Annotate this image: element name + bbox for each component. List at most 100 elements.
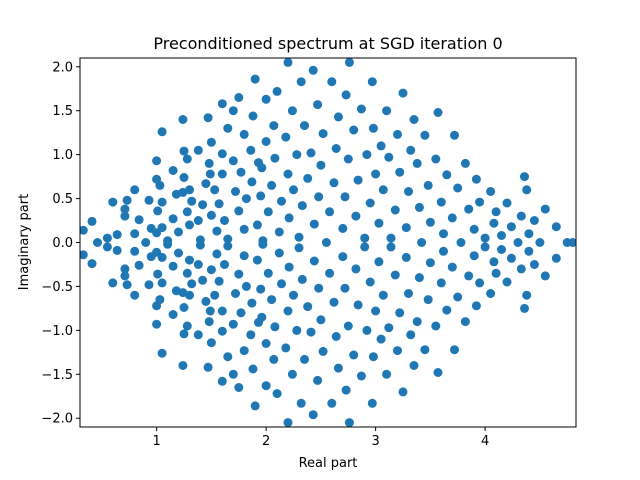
data-point [384,152,394,162]
data-point [217,326,227,336]
y-tick-label: −0.5 [41,280,73,295]
data-point [182,321,192,331]
x-axis-title: Real part [299,456,358,471]
data-point [141,238,151,247]
data-point [292,325,302,335]
data-point [241,281,251,291]
data-point [206,137,216,147]
data-point [469,224,479,234]
data-point [217,306,227,316]
data-point [439,246,448,256]
data-point [261,339,271,348]
y-tick-label: −1.0 [41,324,73,339]
data-point [294,232,304,242]
data-point [374,257,384,267]
data-point [283,306,293,316]
data-point [257,163,267,173]
data-point [349,125,359,135]
data-point [134,260,144,270]
data-point [223,234,233,244]
data-point [491,207,501,217]
data-point [343,321,353,331]
data-point [179,329,189,339]
x-tick-label: 3 [371,434,379,449]
data-point [471,301,481,311]
data-point [270,153,280,163]
data-point [246,330,256,340]
data-point [502,277,512,287]
data-point [456,238,466,247]
data-point [261,94,271,104]
data-point [447,262,457,272]
data-point [423,180,433,190]
data-point [248,111,258,121]
y-tick-label: −1.5 [41,368,73,383]
data-point [520,172,529,182]
data-point [365,277,375,287]
data-point [270,322,280,332]
data-point [223,123,233,133]
data-point [239,346,249,356]
data-point [87,216,97,226]
data-point [144,280,154,290]
data-point [401,223,411,233]
data-point [256,284,266,294]
data-point [267,295,277,305]
data-point [179,303,189,312]
data-point [155,180,165,190]
data-point [340,192,350,202]
data-point [144,195,154,205]
data-point [187,196,197,206]
data-point [486,289,496,298]
data-point [382,369,392,379]
data-point [157,348,167,358]
data-point [329,178,339,188]
data-point [306,148,316,158]
data-point [516,211,526,221]
data-point [272,86,282,96]
data-point [112,230,122,240]
data-point [318,129,328,139]
y-tick-label: 0.5 [52,192,73,207]
data-point [453,183,463,193]
data-point [535,238,545,247]
data-point [524,246,534,256]
data-point [497,231,506,240]
data-point [257,312,267,322]
data-point [316,160,326,170]
x-tick-label: 2 [262,434,270,449]
data-point [378,185,388,195]
data-point [157,197,167,207]
data-point [447,213,457,223]
data-point [168,261,178,271]
data-point [314,283,324,293]
data-point [471,174,481,184]
data-point [313,100,323,110]
data-point [289,290,298,300]
data-point [157,278,167,288]
data-point [353,300,363,310]
data-point [155,295,165,305]
data-point [306,327,316,337]
data-point [80,250,88,260]
data-point [425,217,435,227]
data-point [247,298,257,308]
data-point [112,245,122,255]
data-point [212,249,222,259]
data-point [248,364,258,374]
data-point [398,387,408,397]
data-point [205,306,215,316]
data-point [152,319,162,329]
data-point [321,238,331,247]
data-point [182,154,192,164]
data-point [236,308,246,318]
data-point [368,123,378,133]
data-point [220,260,229,269]
data-point [261,137,271,146]
chart-title: Preconditioned spectrum at SGD iteration… [153,34,502,53]
data-point [404,187,413,196]
data-point [524,229,534,239]
data-point [489,257,499,267]
data-point [168,310,178,319]
data-point [303,173,313,183]
